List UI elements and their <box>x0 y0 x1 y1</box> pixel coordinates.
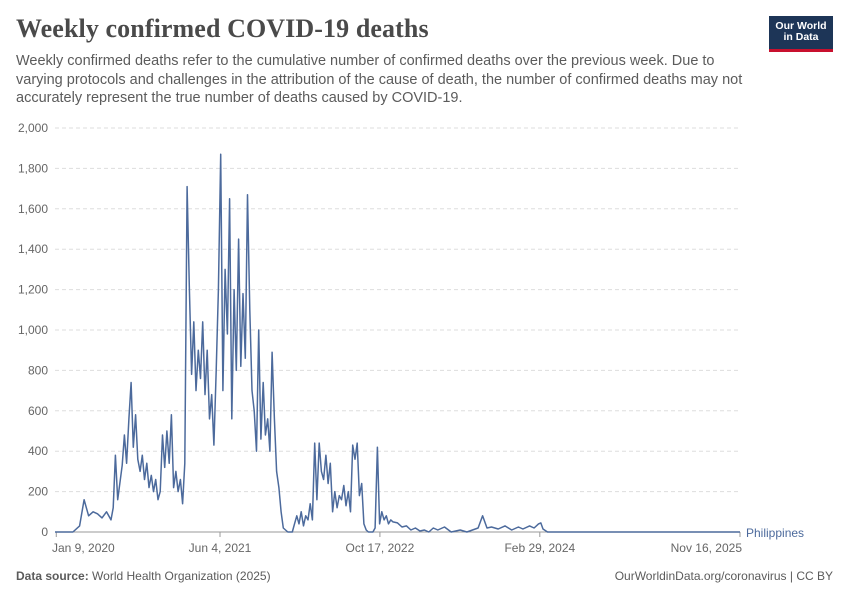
series-label-philippines[interactable]: Philippines <box>746 526 804 540</box>
chart-title: Weekly confirmed COVID-19 deaths <box>16 14 429 43</box>
x-tick-label: Oct 17, 2022 <box>346 541 415 555</box>
logo-line-2: in Data <box>783 31 819 43</box>
data-source-value[interactable]: World Health Organization (2025) <box>92 569 271 583</box>
x-tick-label: Jun 4, 2021 <box>189 541 252 555</box>
logo-line-1: Our World <box>775 20 827 32</box>
x-axis-labels: Jan 9, 2020 Jun 4, 2021 Oct 17, 2022 Feb 29… <box>52 532 742 555</box>
y-gridlines <box>55 127 740 533</box>
x-tick-label: Nov 16, 2025 <box>671 541 743 555</box>
owid-logo[interactable]: Our World in Data <box>769 16 833 52</box>
chart-subtitle: Weekly confirmed deaths refer to the cum… <box>16 53 743 106</box>
footer-url[interactable]: OurWorldinData.org/coronavirus | CC BY <box>614 569 833 583</box>
x-tick-label: Jan 9, 2020 <box>52 541 115 555</box>
y-tick-label: 800 <box>28 363 48 377</box>
y-tick-label: 1,800 <box>18 161 48 175</box>
y-tick-label: 1,400 <box>18 242 48 256</box>
y-tick-label: 1,200 <box>18 283 48 297</box>
y-tick-label: 1,000 <box>18 323 48 337</box>
y-axis-labels: 0 200 400 600 800 1,000 1,200 1,400 1,600 1,800 2,… <box>18 121 48 539</box>
y-tick-label: 400 <box>28 444 48 458</box>
y-tick-label: 2,000 <box>18 121 48 135</box>
data-source-label: Data source: <box>16 569 89 583</box>
data-source: Data source: World Health Organization (… <box>16 569 271 583</box>
y-tick-label: 200 <box>28 485 48 499</box>
y-tick-label: 0 <box>41 525 48 539</box>
y-tick-label: 1,600 <box>18 202 48 216</box>
series-line-philippines[interactable] <box>55 153 740 533</box>
x-tick-label: Feb 29, 2024 <box>504 541 575 555</box>
y-tick-label: 600 <box>28 404 48 418</box>
series-lines: Philippines <box>55 153 804 540</box>
